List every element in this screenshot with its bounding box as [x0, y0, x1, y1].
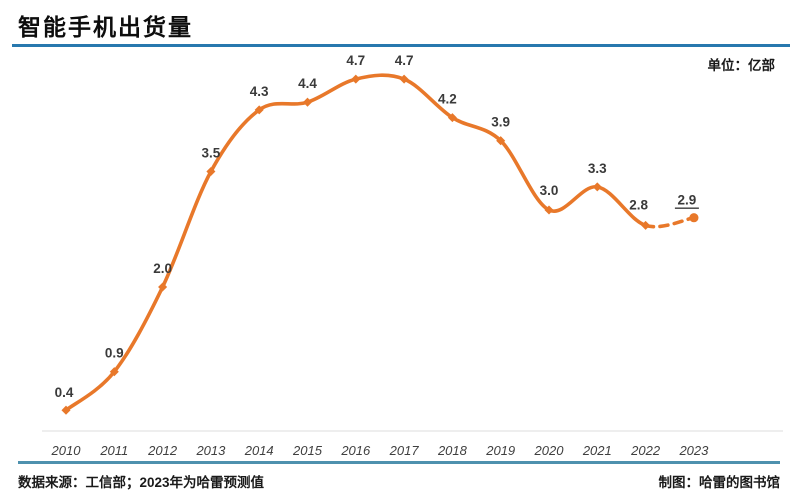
data-point-label: 3.3 — [588, 161, 607, 176]
x-axis-tick-label: 2010 — [51, 443, 82, 458]
data-point-label: 4.3 — [250, 84, 269, 99]
x-axis-tick-label: 2022 — [630, 443, 661, 458]
x-axis-tick-label: 2014 — [244, 443, 274, 458]
x-axis-tick-label: 2017 — [389, 443, 420, 458]
footer-divider-rule — [18, 461, 780, 464]
title-underline-rule — [12, 44, 790, 47]
data-point-label: 4.2 — [438, 92, 457, 107]
data-point-marker — [351, 74, 361, 84]
x-axis-tick-label: 2019 — [485, 443, 515, 458]
unit-label: 单位：亿部 — [707, 58, 776, 73]
chart-credit-note: 制图：哈雷的图书馆 — [658, 475, 781, 490]
shipments-line-path — [64, 73, 648, 412]
data-point-label: 3.0 — [540, 183, 559, 198]
data-point-marker — [302, 97, 313, 107]
x-axis-tick-label: 2013 — [195, 443, 226, 458]
data-point-marker — [592, 182, 602, 192]
x-axis-tick-label: 2023 — [678, 443, 709, 458]
data-point-label: 2.8 — [629, 197, 648, 212]
forecast-point-marker — [689, 213, 699, 223]
x-axis-tick-label: 2011 — [99, 443, 128, 458]
x-axis-tick-label: 2012 — [147, 443, 178, 458]
x-axis-tick-label: 2015 — [292, 443, 323, 458]
x-axis-tick-label: 2020 — [534, 443, 565, 458]
x-axis-tick-label: 2016 — [340, 443, 371, 458]
data-point-label: 2.0 — [153, 261, 172, 276]
data-point-label: 2.9 — [678, 193, 697, 208]
data-point-marker — [158, 282, 168, 292]
data-point-marker — [206, 166, 216, 177]
data-point-label: 0.4 — [55, 385, 74, 400]
x-axis-tick-label: 2021 — [582, 443, 612, 458]
data-point-label: 4.4 — [298, 76, 317, 91]
data-point-marker — [447, 113, 457, 123]
x-axis-tick-label: 2018 — [437, 443, 468, 458]
data-point-marker — [641, 220, 651, 230]
page-title: 智能手机出货量 — [18, 14, 193, 40]
data-point-marker — [399, 74, 409, 84]
data-point-label: 3.5 — [202, 146, 221, 161]
data-point-label: 3.9 — [491, 115, 510, 130]
data-point-label: 4.7 — [395, 53, 414, 68]
data-point-label: 4.7 — [346, 53, 365, 68]
data-point-marker — [109, 367, 119, 377]
forecast-dashed-path — [643, 215, 696, 229]
data-source-note: 数据来源：工信部；2023年为哈雷预测值 — [18, 475, 265, 490]
data-point-label: 0.9 — [105, 346, 124, 361]
